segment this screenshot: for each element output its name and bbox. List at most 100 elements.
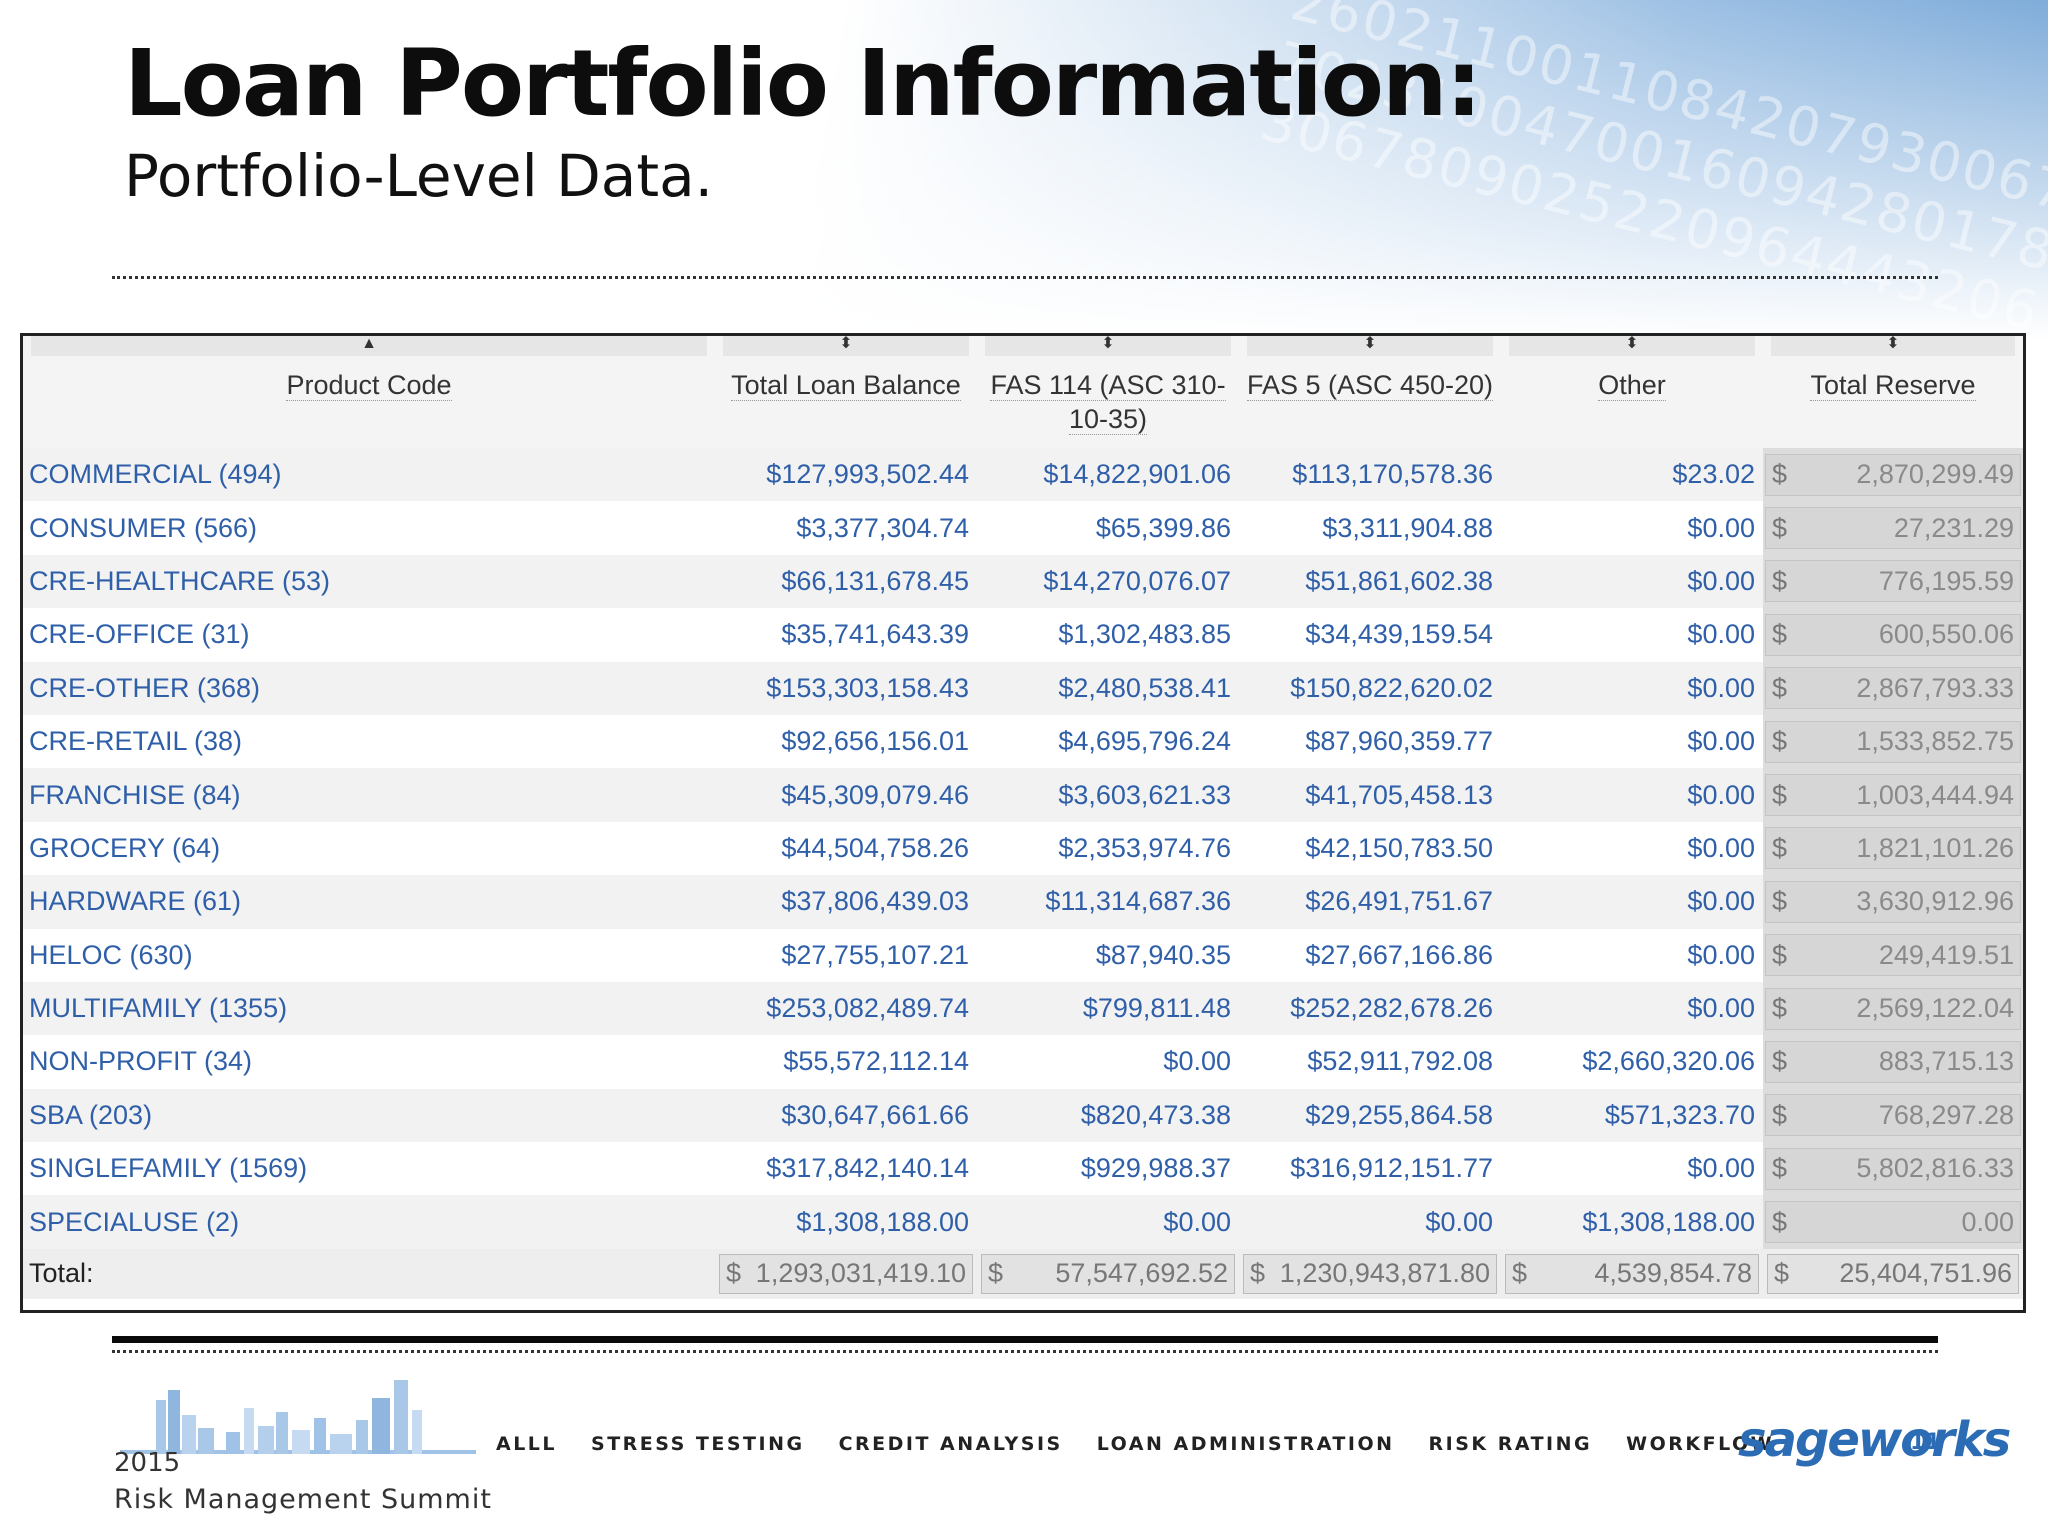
footer-nav-item-alll[interactable]: ALLL bbox=[496, 1433, 558, 1455]
column-header-total-loan-balance[interactable]: ⬍ Total Loan Balance bbox=[715, 336, 977, 448]
column-header-total-reserve[interactable]: ⬍ Total Reserve bbox=[1763, 336, 2023, 448]
table-row: MULTIFAMILY (1355) $253,082,489.74 $799,81… bbox=[23, 981, 2023, 1036]
product-code-link[interactable]: CRE-OTHER (368) bbox=[23, 661, 715, 715]
product-code-link[interactable]: CRE-HEALTHCARE (53) bbox=[23, 554, 715, 609]
total-balance: 1,293,031,419.10 bbox=[755, 1258, 966, 1289]
other-cell: $0.00 bbox=[1501, 554, 1763, 609]
fas5-cell: $52,911,792.08 bbox=[1307, 1046, 1493, 1077]
total-reserve-cell: $27,231.29 bbox=[1763, 501, 2023, 555]
product-code-link[interactable]: CRE-OFFICE (31) bbox=[29, 619, 250, 650]
product-code-link[interactable]: SPECIALUSE (2) bbox=[23, 1195, 715, 1249]
total-reserve-value: 600,550.06 bbox=[1878, 619, 2014, 650]
total-loan-balance-cell: $3,377,304.74 bbox=[796, 512, 969, 543]
total-other-cell: $4,539,854.78 bbox=[1501, 1248, 1763, 1299]
fas114-cell: $0.00 bbox=[977, 1195, 1239, 1249]
total-reserve-cell: $0.00 bbox=[1763, 1195, 2023, 1249]
event-name: Risk Management Summit bbox=[114, 1484, 492, 1515]
currency-symbol: $ bbox=[1772, 939, 1788, 970]
sort-arrows-icon[interactable]: ⬍ bbox=[1625, 335, 1639, 352]
sort-bar[interactable]: ⬍ bbox=[985, 336, 1231, 356]
sort-arrows-icon[interactable]: ⬍ bbox=[1886, 335, 1900, 352]
fas114-cell: $3,603,621.33 bbox=[977, 768, 1239, 822]
column-header-fas-114[interactable]: ⬍ FAS 114 (ASC 310-10-35) bbox=[977, 336, 1239, 448]
fas5-cell: $3,311,904.88 bbox=[1322, 512, 1493, 543]
currency-symbol: $ bbox=[1772, 619, 1788, 650]
total-loan-balance-cell: $127,993,502.44 bbox=[715, 448, 977, 502]
fas5-cell: $113,170,578.36 bbox=[1239, 448, 1501, 502]
sort-bar[interactable]: ▲ bbox=[31, 336, 707, 356]
table-body: COMMERCIAL (494) $127,993,502.44 $14,822,9… bbox=[23, 448, 2023, 1249]
product-code-link[interactable]: FRANCHISE (84) bbox=[23, 768, 715, 822]
other-cell: $0.00 bbox=[1687, 726, 1755, 757]
portfolio-table-frame: ▲ Product Code ⬍ Total Loan Balance ⬍ FAS 1… bbox=[20, 333, 2026, 1313]
currency-symbol: $ bbox=[1772, 565, 1788, 596]
product-code-link[interactable]: NON-PROFIT (34) bbox=[29, 1046, 253, 1077]
footer-nav-item-risk-rating[interactable]: RISK RATING bbox=[1428, 1433, 1593, 1455]
sort-bar[interactable]: ⬍ bbox=[1509, 336, 1755, 356]
product-code-link[interactable]: CRE-RETAIL (38) bbox=[29, 726, 243, 757]
total-reserve-cell: $768,297.28 bbox=[1763, 1088, 2023, 1143]
other-cell: $571,323.70 bbox=[1501, 1088, 1763, 1143]
other-cell: $0.00 bbox=[1687, 939, 1755, 970]
sort-bar[interactable]: ⬍ bbox=[1771, 336, 2015, 356]
fas5-cell: $29,255,864.58 bbox=[1239, 1088, 1501, 1143]
total-loan-balance-cell: $92,656,156.01 bbox=[781, 726, 969, 757]
fas114-cell: $11,314,687.36 bbox=[977, 875, 1239, 929]
footer-nav-item-workflow[interactable]: WORKFLOW bbox=[1626, 1433, 1775, 1455]
footer-nav-item-stress-testing[interactable]: STRESS TESTING bbox=[591, 1433, 805, 1455]
currency-symbol: $ bbox=[1772, 512, 1788, 543]
sort-arrows-icon[interactable]: ⬍ bbox=[839, 335, 853, 352]
other-cell: $0.00 bbox=[1687, 619, 1755, 650]
fas5-cell: $34,439,159.54 bbox=[1305, 619, 1493, 650]
total-reserve-value: 883,715.13 bbox=[1878, 1046, 2014, 1077]
product-code-link[interactable]: SINGLEFAMILY (1569) bbox=[29, 1153, 308, 1184]
product-code-link[interactable]: HELOC (630) bbox=[29, 939, 193, 970]
product-code-link[interactable]: COMMERCIAL (494) bbox=[23, 448, 715, 502]
product-code-link[interactable]: MULTIFAMILY (1355) bbox=[23, 981, 715, 1036]
table-row: CRE-OFFICE (31) $35,741,643.39 $1,302,483.… bbox=[23, 608, 2023, 662]
sort-bar[interactable]: ⬍ bbox=[1247, 336, 1493, 356]
fas5-cell: $316,912,151.77 bbox=[1290, 1153, 1493, 1184]
total-fas114: 57,547,692.52 bbox=[1055, 1258, 1228, 1289]
product-code-link[interactable]: CONSUMER (566) bbox=[29, 512, 258, 543]
fas5-cell: $27,667,166.86 bbox=[1305, 939, 1493, 970]
total-reserve-cell: $2,569,122.04 bbox=[1763, 981, 2023, 1036]
total-loan-balance-cell: $1,308,188.00 bbox=[715, 1195, 977, 1249]
sort-bar[interactable]: ⬍ bbox=[723, 336, 969, 356]
total-fas5-cell: $1,230,943,871.80 bbox=[1239, 1248, 1501, 1299]
fas114-cell: $2,480,538.41 bbox=[977, 661, 1239, 715]
fas114-cell: $14,822,901.06 bbox=[977, 448, 1239, 502]
table-row: GROCERY (64) $44,504,758.26 $2,353,974.76 $… bbox=[23, 821, 2023, 876]
sort-arrows-icon[interactable]: ⬍ bbox=[1101, 335, 1115, 352]
other-cell: $2,660,320.06 bbox=[1582, 1046, 1755, 1077]
total-reserve-cell: $249,419.51 bbox=[1763, 928, 2023, 982]
fas5-cell: $41,705,458.13 bbox=[1239, 768, 1501, 822]
total-loan-balance-cell: $27,755,107.21 bbox=[781, 939, 969, 970]
column-header-product-code[interactable]: ▲ Product Code bbox=[23, 336, 715, 448]
total-reserve-cell: $2,870,299.49 bbox=[1763, 448, 2023, 502]
total-loan-balance-cell: $55,572,112.14 bbox=[783, 1046, 969, 1077]
sort-arrows-icon[interactable]: ▲ bbox=[361, 335, 377, 352]
total-loan-balance-cell: $30,647,661.66 bbox=[715, 1088, 977, 1143]
fas114-cell: $929,988.37 bbox=[1080, 1153, 1231, 1184]
total-reserve-value: 2,569,122.04 bbox=[1856, 993, 2014, 1024]
page-number: 11 bbox=[1910, 1430, 1941, 1455]
total-reserve-value: 776,195.59 bbox=[1878, 565, 2014, 596]
fas114-cell: $65,399.86 bbox=[1095, 512, 1231, 543]
total-label: Total: bbox=[23, 1248, 715, 1299]
product-code-link[interactable]: HARDWARE (61) bbox=[23, 875, 715, 929]
footer-nav-item-loan-administration[interactable]: LOAN ADMINISTRATION bbox=[1096, 1433, 1395, 1455]
sort-arrows-icon[interactable]: ⬍ bbox=[1363, 335, 1377, 352]
other-cell: $0.00 bbox=[1501, 661, 1763, 715]
total-reserve-value: 1,821,101.26 bbox=[1856, 832, 2014, 863]
fas5-cell: $252,282,678.26 bbox=[1239, 981, 1501, 1036]
product-code-link[interactable]: GROCERY (64) bbox=[29, 832, 221, 863]
footer-nav-item-credit-analysis[interactable]: CREDIT ANALYSIS bbox=[838, 1433, 1063, 1455]
slide-subtitle: Portfolio-Level Data. bbox=[124, 142, 714, 210]
currency-symbol: $ bbox=[1772, 726, 1788, 757]
total-reserve-cell: $3,630,912.96 bbox=[1763, 875, 2023, 929]
column-header-other[interactable]: ⬍ Other bbox=[1501, 336, 1763, 448]
product-code-link[interactable]: SBA (203) bbox=[23, 1088, 715, 1143]
column-header-fas-5[interactable]: ⬍ FAS 5 (ASC 450-20) bbox=[1239, 336, 1501, 448]
fas5-cell: $0.00 bbox=[1239, 1195, 1501, 1249]
